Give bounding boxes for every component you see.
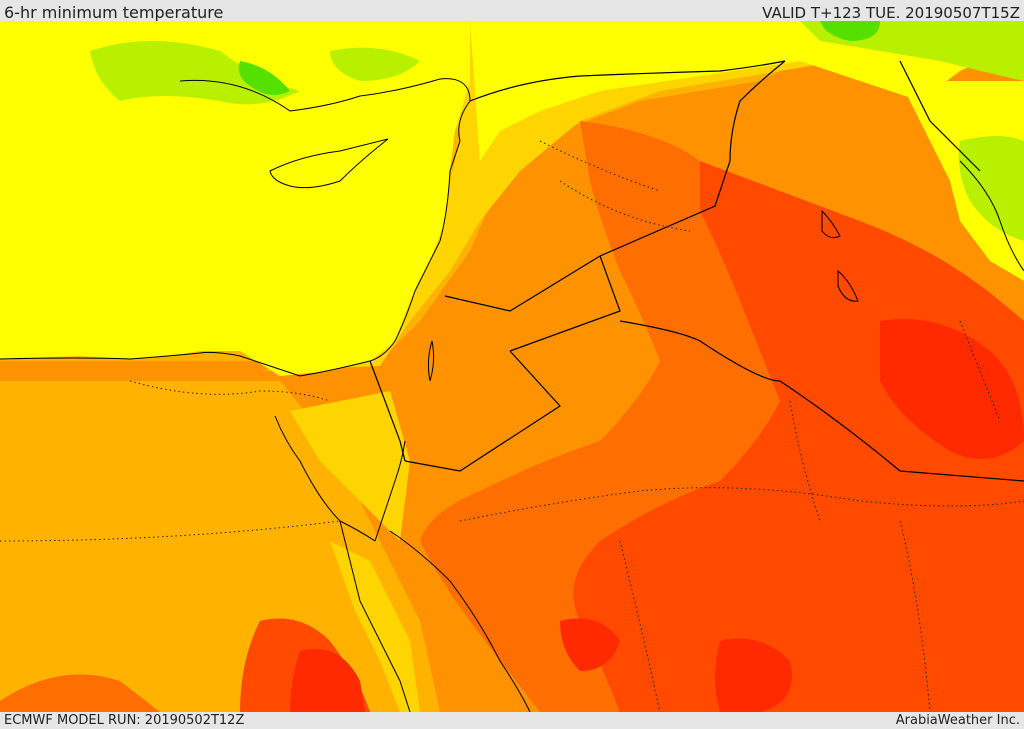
band-lime-4	[958, 136, 1024, 241]
coastline-dead-sea	[427, 340, 435, 382]
border-saudi-iraq	[619, 320, 1024, 482]
band-lime-2	[330, 47, 420, 81]
coastline-redsea-west	[339, 520, 411, 712]
coastline-sinai-gulf	[274, 415, 376, 542]
band-yellow-med	[0, 21, 470, 376]
model-run-label: ECMWF MODEL RUN: 20190502T12Z	[4, 713, 245, 728]
band-green-1	[238, 61, 290, 95]
coastline-gulf	[959, 160, 1024, 272]
coastline-levant	[369, 170, 451, 362]
band-gold-redsea	[330, 541, 420, 712]
band-yellow-east	[900, 81, 1024, 281]
band-red-2	[290, 649, 365, 712]
coastline-redsea-east	[389, 530, 531, 712]
band-yellow-north	[470, 21, 1024, 161]
coastline-egypt	[0, 351, 371, 377]
coastline-iraq-lakes	[821, 209, 859, 302]
band-lime-1	[90, 41, 300, 105]
footer-bar: ECMWF MODEL RUN: 20190502T12Z ArabiaWeat…	[0, 712, 1024, 729]
band-red-4	[715, 638, 792, 712]
border-jordan-saudi	[404, 350, 561, 472]
border-iraq-syria	[599, 60, 786, 257]
band-red-3	[560, 618, 620, 671]
temperature-map[interactable]	[0, 21, 1024, 712]
coastlines	[0, 78, 1024, 712]
band-gold-sinai	[290, 391, 410, 541]
band-green-2	[820, 21, 880, 41]
border-egypt-israel	[369, 360, 406, 462]
borders	[369, 60, 1024, 482]
credit-label: ArabiaWeather Inc.	[895, 713, 1020, 728]
map-title: 6-hr minimum temperature	[4, 3, 224, 22]
band-dark-orange-2	[0, 674, 160, 712]
provincial-borders	[0, 140, 1024, 712]
border-iraq-iran	[899, 60, 981, 172]
header-bar: 6-hr minimum temperature VALID T+123 TUE…	[0, 0, 1024, 22]
valid-time-label: VALID T+123 TUE. 20190507T15Z	[762, 4, 1020, 22]
band-red-1	[880, 319, 1024, 459]
coastline-turkey	[179, 78, 471, 172]
border-syria-turkey	[469, 60, 786, 102]
coastline-cyprus	[269, 138, 389, 189]
border-syria-jordan	[444, 255, 601, 312]
border-jordan-iraq	[509, 255, 621, 352]
